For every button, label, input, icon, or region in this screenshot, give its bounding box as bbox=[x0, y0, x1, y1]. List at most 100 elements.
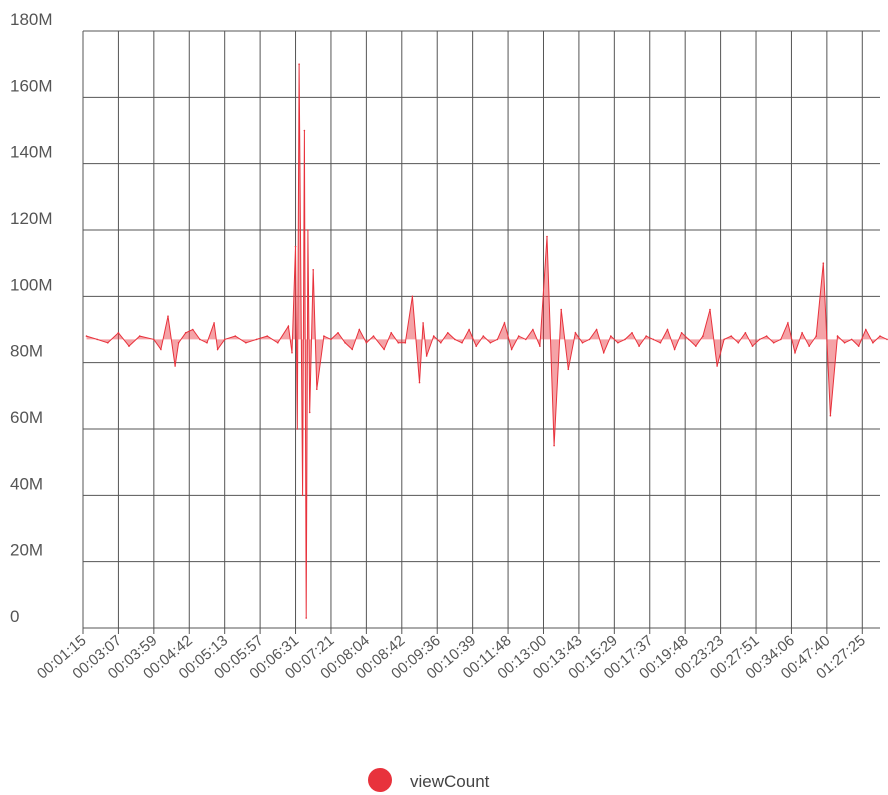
y-tick-label: 120M bbox=[10, 209, 53, 228]
legend[interactable]: viewCount bbox=[368, 768, 490, 792]
data-point bbox=[245, 342, 247, 344]
data-point bbox=[234, 335, 237, 337]
y-axis-ticks: 0 20M 40M 60M 80M 100M 120M 140M 160M 180M bbox=[10, 10, 53, 626]
data-point bbox=[337, 332, 339, 334]
data-point bbox=[857, 345, 860, 347]
series-line-viewcount bbox=[86, 64, 888, 619]
data-point bbox=[581, 342, 584, 344]
data-point bbox=[510, 348, 513, 351]
data-point bbox=[758, 338, 761, 341]
data-point bbox=[308, 411, 311, 414]
legend-swatch-viewcount[interactable] bbox=[368, 768, 392, 792]
data-point bbox=[744, 332, 747, 334]
data-point bbox=[312, 269, 315, 271]
data-point bbox=[330, 338, 332, 341]
data-point bbox=[223, 338, 226, 341]
data-point bbox=[702, 335, 704, 337]
data-point bbox=[879, 335, 881, 337]
data-point bbox=[287, 325, 290, 328]
data-point bbox=[638, 345, 640, 347]
data-point bbox=[617, 342, 619, 344]
data-point bbox=[422, 322, 424, 324]
data-point bbox=[96, 338, 98, 341]
data-point bbox=[216, 348, 219, 351]
data-point bbox=[546, 235, 548, 238]
data-point bbox=[666, 328, 669, 331]
data-point bbox=[808, 345, 810, 347]
data-point bbox=[659, 342, 662, 344]
data-point bbox=[174, 365, 176, 367]
legend-label-viewcount[interactable]: viewCount bbox=[410, 772, 490, 791]
data-point bbox=[383, 348, 385, 351]
data-point bbox=[843, 342, 846, 344]
data-point bbox=[167, 315, 169, 318]
data-point bbox=[787, 322, 789, 324]
data-point bbox=[351, 348, 354, 351]
data-point bbox=[482, 335, 485, 337]
data-point bbox=[372, 335, 375, 337]
data-point bbox=[303, 129, 306, 132]
data-point bbox=[695, 345, 697, 347]
data-point bbox=[397, 342, 400, 344]
data-point bbox=[496, 338, 499, 341]
data-point bbox=[184, 332, 187, 334]
grid bbox=[82, 30, 880, 634]
data-point bbox=[687, 338, 690, 341]
data-point bbox=[206, 342, 208, 344]
data-point bbox=[425, 355, 428, 357]
data-point bbox=[117, 332, 120, 334]
data-point bbox=[872, 342, 874, 344]
data-point bbox=[751, 345, 754, 347]
data-point bbox=[794, 351, 796, 354]
data-point bbox=[404, 342, 407, 344]
data-point bbox=[316, 388, 318, 391]
data-point bbox=[765, 335, 768, 337]
data-point bbox=[298, 63, 300, 65]
y-tick-label: 100M bbox=[10, 275, 53, 294]
data-point bbox=[595, 328, 598, 331]
data-point bbox=[850, 338, 853, 341]
data-point bbox=[411, 295, 414, 298]
data-point bbox=[294, 245, 297, 248]
data-point bbox=[560, 308, 562, 311]
data-point bbox=[291, 351, 293, 354]
data-point bbox=[574, 332, 577, 334]
data-point bbox=[829, 414, 832, 417]
data-point bbox=[822, 262, 825, 265]
data-point bbox=[645, 335, 647, 337]
data-point bbox=[358, 328, 361, 331]
y-tick-label: 0 bbox=[10, 607, 19, 626]
data-point bbox=[730, 335, 732, 337]
data-point bbox=[85, 335, 88, 337]
data-point bbox=[624, 338, 626, 341]
data-point bbox=[680, 332, 683, 334]
data-point bbox=[199, 338, 201, 341]
data-point bbox=[432, 335, 435, 337]
data-point bbox=[107, 342, 109, 344]
data-point bbox=[296, 428, 299, 430]
data-point bbox=[602, 351, 605, 354]
data-point bbox=[418, 381, 421, 384]
y-tick-label: 180M bbox=[10, 10, 53, 29]
data-point bbox=[716, 365, 718, 367]
y-tick-label: 140M bbox=[10, 143, 53, 162]
data-point bbox=[673, 348, 676, 351]
data-point bbox=[160, 348, 162, 351]
data-point bbox=[475, 345, 478, 347]
data-point bbox=[532, 328, 534, 331]
y-tick-label: 40M bbox=[10, 474, 43, 493]
data-point bbox=[588, 338, 591, 341]
data-point bbox=[255, 338, 258, 341]
series-fill-viewcount bbox=[86, 64, 888, 618]
data-point bbox=[177, 342, 180, 344]
data-point bbox=[815, 335, 817, 337]
data-point bbox=[266, 335, 269, 337]
data-point bbox=[567, 368, 570, 371]
data-point bbox=[737, 342, 740, 344]
y-tick-label: 60M bbox=[10, 408, 43, 427]
data-point bbox=[128, 345, 130, 347]
data-point bbox=[447, 332, 449, 334]
data-point bbox=[525, 338, 527, 341]
data-point bbox=[301, 494, 304, 497]
